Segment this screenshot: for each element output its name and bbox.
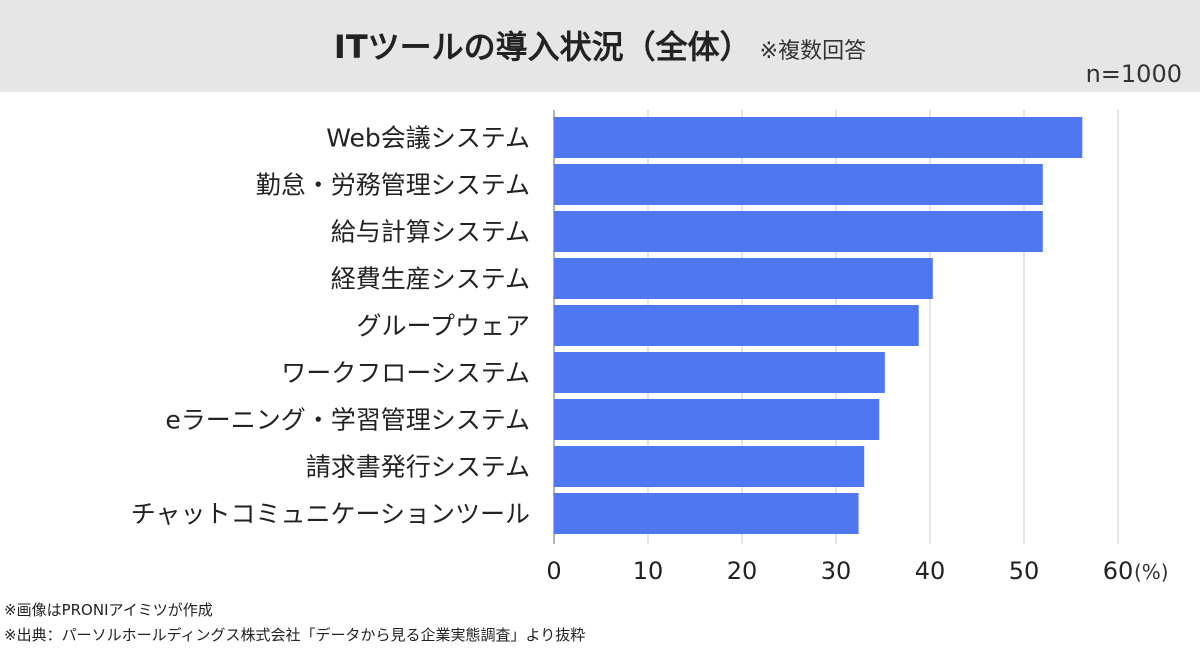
header-band: [0, 0, 1200, 92]
tick-label: 0: [546, 557, 561, 585]
footnotes: ※画像はPRONIアイミツが作成 ※出典：パーソルホールディングス株式会社「デー…: [4, 598, 585, 648]
category-label: ワークフローシステム: [281, 359, 530, 388]
footnote-source-data: ※出典：パーソルホールディングス株式会社「データから見る企業実態調査」より抜粋: [4, 626, 586, 644]
category-label: 勤怠・労務管理システム: [256, 171, 530, 200]
chart-subtitle: ※複数回答: [759, 39, 867, 64]
bar: [554, 446, 865, 487]
tick-label: 20: [727, 557, 758, 585]
category-label: Web会議システム: [326, 124, 530, 153]
tick-label: 30: [821, 557, 852, 585]
chart-title: ITツールの導入状況（全体）: [333, 28, 752, 66]
bar: [554, 399, 880, 440]
category-label: グループウェア: [356, 312, 530, 341]
tick-label: 60: [1103, 557, 1134, 585]
bar: [554, 117, 1083, 158]
category-labels: Web会議システム勤怠・労務管理システム給与計算システム経費生産システムグループ…: [131, 124, 530, 529]
tick-label: 50: [1009, 557, 1040, 585]
bar: [554, 211, 1043, 252]
bar-chart: Web会議システム勤怠・労務管理システム給与計算システム経費生産システムグループ…: [131, 110, 1169, 585]
title-block: ITツールの導入状況（全体） ※複数回答: [0, 22, 1200, 68]
x-axis-ticks: 0 10 20 30 40 50 60: [546, 557, 1133, 585]
bar: [554, 305, 919, 346]
bar: [554, 352, 885, 393]
bar: [554, 493, 859, 534]
footnote-source-image: ※画像はPRONIアイミツが作成: [4, 601, 213, 619]
category-label: 給与計算システム: [331, 218, 530, 247]
category-label: eラーニング・学習管理システム: [165, 406, 530, 435]
category-label: 請求書発行システム: [306, 453, 530, 482]
bar: [554, 258, 933, 299]
category-label: 経費生産システム: [331, 265, 530, 294]
sample-size-label: n=1000: [1085, 60, 1182, 88]
category-label: チャットコミュニケーションツール: [131, 500, 530, 529]
bar: [554, 164, 1043, 205]
unit-label: (%): [1134, 560, 1169, 584]
bars: [554, 117, 1083, 534]
tick-label: 40: [915, 557, 946, 585]
tick-label: 10: [633, 557, 664, 585]
